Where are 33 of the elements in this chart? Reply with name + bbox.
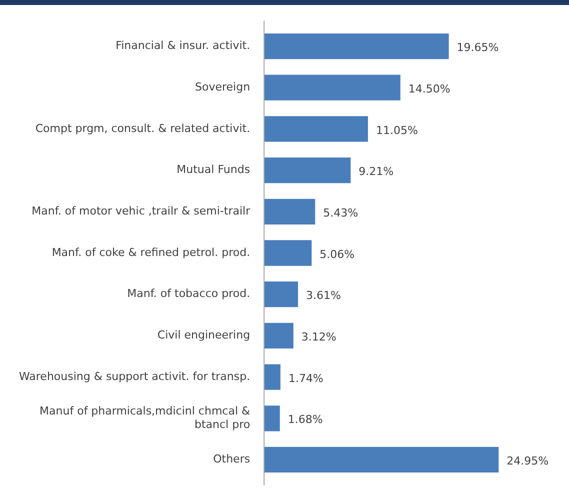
y-tick-label: Warehousing & support activit. for transp.: [18, 370, 250, 383]
bar: [264, 33, 449, 60]
y-tick-label: Manf. of coke & refined petrol. prod.: [52, 246, 250, 259]
data-label: 9.21%: [358, 165, 394, 178]
data-label: 1.74%: [288, 372, 324, 385]
data-label: 5.06%: [320, 248, 355, 261]
data-label: 24.95%: [506, 454, 549, 468]
data-label: 19.65%: [456, 41, 499, 54]
data-label: 5.43%: [323, 206, 358, 220]
bar: [264, 282, 298, 308]
y-tick-label: Civil engineering: [157, 328, 250, 342]
bar: [264, 322, 294, 349]
y-tick-label: Compt prgm, consult. & related activit.: [35, 122, 250, 135]
bar: [264, 446, 499, 473]
bar: [264, 364, 280, 390]
data-label: 3.12%: [301, 330, 336, 344]
y-tick-label: Mutual Funds: [176, 163, 250, 176]
y-tick-label: Sovereign: [195, 80, 250, 94]
y-tick-label: Manf. of tobacco prod.: [127, 287, 250, 300]
bar: [264, 240, 312, 266]
bar: [264, 406, 280, 432]
y-tick-label: Manf. of motor vehic ,trailr & semi-trailr: [32, 204, 251, 218]
data-label: 11.05%: [376, 124, 418, 137]
data-label: 3.61%: [306, 289, 341, 302]
data-label: 14.50%: [408, 82, 450, 96]
bar: [264, 198, 316, 224]
y-tick-label: Others: [213, 452, 250, 466]
bar: [264, 74, 400, 100]
y-tick-label: Financial & insur. activit.: [116, 39, 250, 52]
y-tick-label: Manuf of pharmicals,mdicinl chmcal & btancl pro: [40, 404, 251, 431]
data-label: 1.68%: [288, 413, 323, 426]
bar: [264, 116, 368, 142]
bar: [264, 157, 351, 184]
